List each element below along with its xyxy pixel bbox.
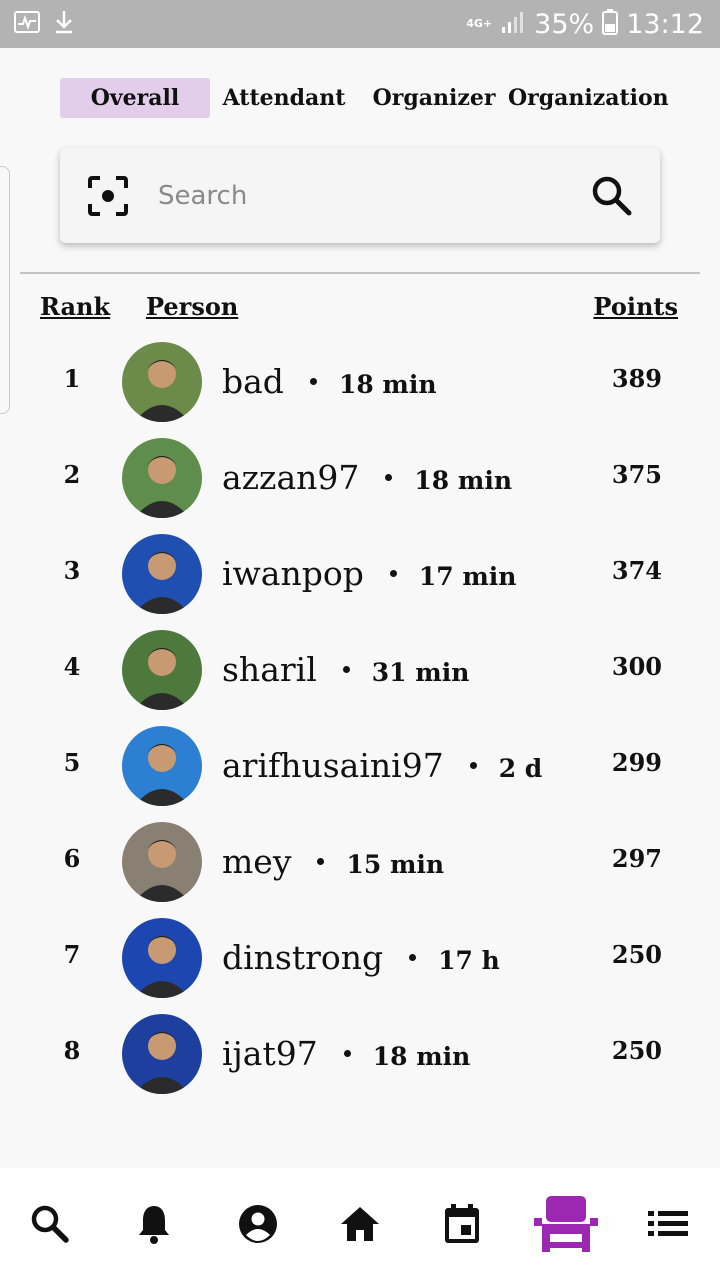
search-icon[interactable] xyxy=(590,174,634,218)
last-active-time: 18 min xyxy=(338,370,437,399)
avatar[interactable] xyxy=(122,630,202,710)
separator-dot xyxy=(385,474,393,481)
separator-dot xyxy=(469,762,477,769)
leaderboard-row[interactable]: 1 bad 18 min 389 xyxy=(0,342,720,438)
signal-icon xyxy=(500,10,526,38)
leaderboard-row[interactable]: 5 arifhusaini97 2 d 299 xyxy=(0,726,720,822)
avatar[interactable] xyxy=(122,726,202,806)
leaderboard-row[interactable]: 3 iwanpop 17 min 374 xyxy=(0,534,720,630)
person-name[interactable]: iwanpop xyxy=(222,554,364,593)
last-active-time: 18 min xyxy=(414,466,512,495)
avatar[interactable] xyxy=(122,822,202,902)
leaderboard-row[interactable]: 8 ijat97 18 min 250 xyxy=(0,1014,720,1110)
separator-dot xyxy=(342,666,350,673)
person-name[interactable]: azzan97 xyxy=(222,458,360,497)
separator-dot xyxy=(343,1050,351,1057)
rank-number: 8 xyxy=(63,1036,81,1065)
nav-list-icon[interactable] xyxy=(638,1198,698,1250)
last-active-time: 15 min xyxy=(346,850,445,879)
rank-number: 4 xyxy=(63,652,81,681)
avatar[interactable] xyxy=(122,534,202,614)
nav-calendar-icon[interactable] xyxy=(432,1198,492,1250)
tab-organization[interactable]: Organization xyxy=(508,85,669,111)
points-value: 297 xyxy=(611,844,662,873)
nav-account-icon[interactable] xyxy=(228,1198,288,1250)
tab-attendant[interactable]: Attendant xyxy=(222,85,346,111)
person-name-line: bad 18 min xyxy=(222,362,437,401)
activity-icon xyxy=(14,11,40,37)
person-name[interactable]: dinstrong xyxy=(222,938,384,977)
bottom-navigation xyxy=(0,1168,720,1280)
separator-dot xyxy=(309,378,317,385)
points-value: 375 xyxy=(611,460,662,489)
nav-seat-icon[interactable] xyxy=(532,1196,600,1252)
avatar[interactable] xyxy=(122,438,202,518)
header-person[interactable]: Person xyxy=(146,292,239,321)
rank-number: 3 xyxy=(63,556,81,585)
divider xyxy=(20,272,700,274)
points-value: 250 xyxy=(611,1036,662,1065)
last-active-time: 18 min xyxy=(372,1042,471,1071)
separator-dot xyxy=(389,570,397,577)
tab-overall[interactable]: Overall xyxy=(60,78,210,118)
points-value: 389 xyxy=(611,364,662,393)
person-name[interactable]: arifhusaini97 xyxy=(222,746,444,785)
separator-dot xyxy=(317,858,325,865)
tab-organizer[interactable]: Organizer xyxy=(372,85,496,111)
avatar[interactable] xyxy=(122,342,202,422)
points-value: 250 xyxy=(611,940,662,969)
rank-number: 1 xyxy=(63,364,81,393)
search-input[interactable] xyxy=(156,172,580,220)
person-name-line: mey 15 min xyxy=(222,842,444,881)
nav-home-icon[interactable] xyxy=(330,1198,390,1250)
separator-dot xyxy=(409,954,417,961)
nav-bell-icon[interactable] xyxy=(124,1198,184,1250)
leaderboard-row[interactable]: 4 sharil 31 min 300 xyxy=(0,630,720,726)
person-name-line: dinstrong 17 h xyxy=(222,938,500,977)
rank-number: 6 xyxy=(63,844,81,873)
last-active-time: 31 min xyxy=(371,658,470,687)
battery-icon xyxy=(602,9,619,39)
points-value: 299 xyxy=(611,748,662,777)
person-name[interactable]: bad xyxy=(222,362,284,401)
search-bar xyxy=(60,148,660,243)
network-type: 4G+ xyxy=(466,17,493,30)
avatar[interactable] xyxy=(122,1014,202,1094)
person-name[interactable]: mey xyxy=(222,842,292,881)
last-active-time: 17 h xyxy=(438,946,500,975)
rank-number: 5 xyxy=(63,748,81,777)
avatar[interactable] xyxy=(122,918,202,998)
person-name-line: arifhusaini97 2 d xyxy=(222,746,542,785)
points-value: 300 xyxy=(611,652,662,681)
person-name-line: ijat97 18 min xyxy=(222,1034,470,1073)
scan-icon[interactable] xyxy=(88,176,128,216)
rank-number: 7 xyxy=(63,940,81,969)
battery-percent: 35% xyxy=(534,8,595,40)
download-icon xyxy=(54,10,74,38)
leaderboard-row[interactable]: 7 dinstrong 17 h 250 xyxy=(0,918,720,1014)
clock: 13:12 xyxy=(626,8,704,40)
person-name-line: azzan97 18 min xyxy=(222,458,512,497)
person-name[interactable]: ijat97 xyxy=(222,1034,318,1073)
points-value: 374 xyxy=(611,556,662,585)
person-name-line: sharil 31 min xyxy=(222,650,469,689)
leaderboard-tabs: Overall Attendant Organizer Organization xyxy=(0,78,720,118)
header-points[interactable]: Points xyxy=(593,292,678,321)
leaderboard-row[interactable]: 2 azzan97 18 min 375 xyxy=(0,438,720,534)
nav-search-icon[interactable] xyxy=(20,1198,80,1250)
rank-number: 2 xyxy=(63,460,81,489)
person-name[interactable]: sharil xyxy=(222,650,317,689)
leaderboard-row[interactable]: 6 mey 15 min 297 xyxy=(0,822,720,918)
last-active-time: 2 d xyxy=(498,754,543,783)
header-rank[interactable]: Rank xyxy=(40,292,111,321)
status-bar: 4G+ 35% 13:12 xyxy=(0,0,720,48)
last-active-time: 17 min xyxy=(418,562,517,591)
person-name-line: iwanpop 17 min xyxy=(222,554,516,593)
